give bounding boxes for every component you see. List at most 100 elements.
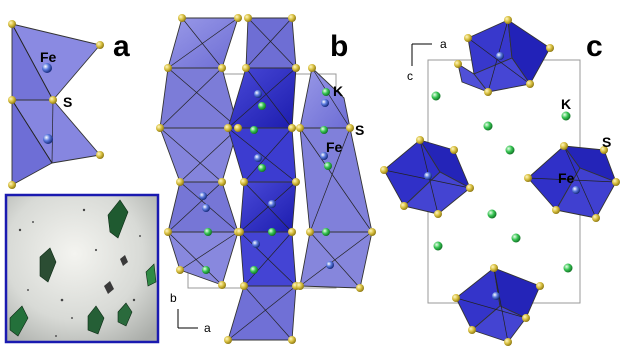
sulfur-atom (454, 60, 462, 68)
fe-atom (43, 134, 53, 144)
panel-letter-c: c (586, 30, 603, 63)
potassium-atom (505, 145, 515, 155)
k-label: K (333, 83, 343, 99)
sulfur-atom (346, 124, 354, 132)
sulfur-atom (288, 14, 296, 22)
crystal (107, 199, 129, 239)
sulfur-atom (484, 88, 492, 96)
sulfur-atom (490, 264, 498, 272)
sulfur-atom (464, 34, 472, 42)
fe-atom (254, 154, 262, 162)
fe-atom (254, 90, 262, 98)
sulfur-atom (240, 178, 248, 186)
sulfur-atom (368, 228, 376, 236)
fe-label: Fe (40, 49, 57, 65)
crystal (9, 305, 29, 337)
fe-atom (202, 204, 210, 212)
sulfur-atom (434, 210, 442, 218)
crystal-speck (132, 298, 136, 302)
sulfur-atom (164, 228, 172, 236)
fe-atom (326, 261, 334, 269)
axis-label-b: b (170, 291, 177, 305)
sulfur-atom (288, 124, 296, 132)
potassium-atom (561, 111, 571, 121)
sulfur-atom (400, 202, 408, 210)
panel-c: c K S Fe a c (380, 16, 620, 346)
potassium-atom (250, 266, 258, 274)
panel-a-upper-tetrahedron (11, 23, 101, 101)
tetrahedra-column-1 (159, 17, 239, 286)
sulfur-atom (8, 20, 16, 28)
sulfur-atom (306, 228, 314, 236)
fe-atom (42, 63, 52, 73)
potassium-atom (258, 102, 266, 110)
sulfur-atom (8, 181, 16, 189)
crystal-speck (82, 208, 86, 212)
sulfur-atom (526, 80, 534, 88)
s-label: S (355, 122, 364, 138)
crystal-speck (139, 235, 141, 237)
sulfur-atom (504, 16, 512, 24)
panel-b: b K S Fe b a (156, 14, 376, 344)
s-label: S (63, 94, 72, 110)
potassium-atom (433, 241, 443, 251)
sulfur-atom (240, 282, 248, 290)
fe-atom (252, 240, 260, 248)
sulfur-atom (218, 178, 226, 186)
s-label: S (602, 134, 611, 150)
crystal-speck (32, 221, 34, 223)
sulfur-atom (288, 336, 296, 344)
crystal-speck (94, 248, 98, 252)
tetrahedron-right (524, 142, 620, 222)
axis-label-a: a (204, 321, 211, 335)
potassium-atom (322, 88, 330, 96)
sulfur-atom (218, 281, 226, 289)
sulfur-atom (236, 228, 244, 236)
sulfur-atom (224, 336, 232, 344)
potassium-atom (204, 228, 212, 236)
sulfur-atom (292, 64, 300, 72)
crystal (145, 263, 157, 287)
crystal (87, 305, 105, 335)
crystal-speck (60, 298, 64, 302)
crystal-speck (18, 228, 22, 232)
sulfur-atom (49, 96, 57, 104)
potassium-atom (202, 266, 210, 274)
crystal (104, 281, 114, 294)
sulfur-atom (524, 174, 532, 182)
sulfur-atom (468, 326, 476, 334)
axis-indicator-c: a c (407, 37, 447, 83)
crystal (120, 255, 128, 266)
sulfur-atom (8, 96, 16, 104)
sulfur-atom (308, 64, 316, 72)
potassium-atom (250, 126, 258, 134)
potassium-atom (258, 164, 266, 172)
panel-a-lower-tetrahedron (11, 99, 101, 186)
sulfur-atom (234, 124, 242, 132)
axis-indicator-b: b a (170, 291, 211, 335)
sulfur-atom (234, 14, 242, 22)
sulfur-atom (178, 14, 186, 22)
sulfur-atom (592, 214, 600, 222)
sulfur-atom (452, 294, 460, 302)
fe-atom (572, 186, 580, 194)
tetrahedron-left (380, 136, 474, 218)
fe-atom (424, 172, 432, 180)
axis-label-c: c (407, 69, 413, 83)
sulfur-atom (504, 338, 512, 346)
tetrahedron-top (454, 16, 554, 96)
fe-atom (321, 99, 329, 107)
sulfur-atom (612, 178, 620, 186)
potassium-atom (268, 228, 276, 236)
fe-atom (268, 200, 276, 208)
fe-atom (492, 292, 500, 300)
k-label: K (561, 96, 571, 112)
tetrahedron-bottom (452, 264, 544, 346)
sulfur-atom (546, 44, 554, 52)
sulfur-atom (96, 151, 104, 159)
crystal-speck (71, 317, 73, 319)
panel-letter-a: a (113, 30, 130, 63)
sulfur-atom (224, 124, 232, 132)
tetrahedra-column-3 (299, 67, 373, 289)
sulfur-atom (218, 64, 226, 72)
